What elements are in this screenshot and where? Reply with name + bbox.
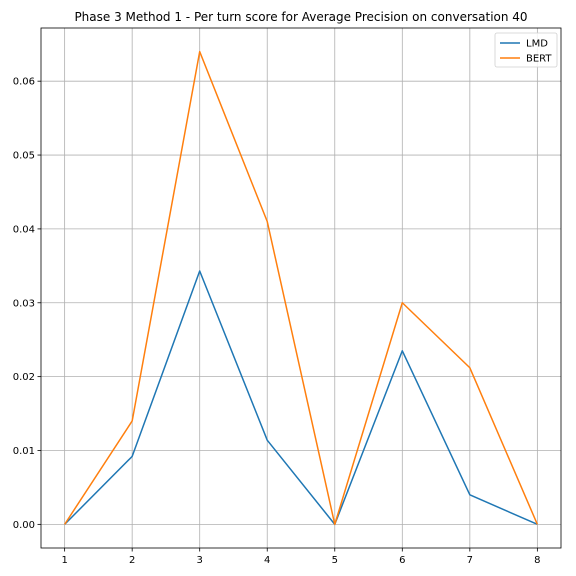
y-tick-label: 0.06 <box>13 77 35 88</box>
x-tick-label: 4 <box>264 555 270 566</box>
series-line-bert <box>64 50 539 526</box>
y-tick-label: 0.01 <box>13 446 35 457</box>
y-tick-label: 0.05 <box>13 151 35 162</box>
legend: LMD BERT <box>494 32 558 68</box>
y-axis: 0.00 0.01 0.02 0.03 0.04 0.05 0.06 <box>13 77 41 531</box>
x-tick-label: 6 <box>399 555 405 566</box>
y-tick-label: 0.00 <box>13 520 35 531</box>
legend-label-lmd: LMD <box>526 39 548 50</box>
plot-area-frame <box>40 27 562 549</box>
y-tick-label: 0.03 <box>13 298 35 309</box>
x-tick-label: 8 <box>534 555 540 566</box>
chart-title: Phase 3 Method 1 - Per turn score for Av… <box>74 10 527 24</box>
x-tick-label: 2 <box>129 555 135 566</box>
series-line-lmd <box>64 270 538 526</box>
y-tick-label: 0.04 <box>13 224 35 235</box>
x-tick-label: 5 <box>332 555 338 566</box>
series-lines <box>64 50 539 526</box>
x-axis: 1 2 3 4 5 6 7 8 <box>61 548 541 566</box>
grid-lines <box>41 28 561 548</box>
x-tick-label: 1 <box>61 555 67 566</box>
x-tick-label: 3 <box>197 555 203 566</box>
y-tick-label: 0.02 <box>13 372 35 383</box>
legend-label-bert: BERT <box>526 54 552 65</box>
x-tick-label: 7 <box>467 555 473 566</box>
